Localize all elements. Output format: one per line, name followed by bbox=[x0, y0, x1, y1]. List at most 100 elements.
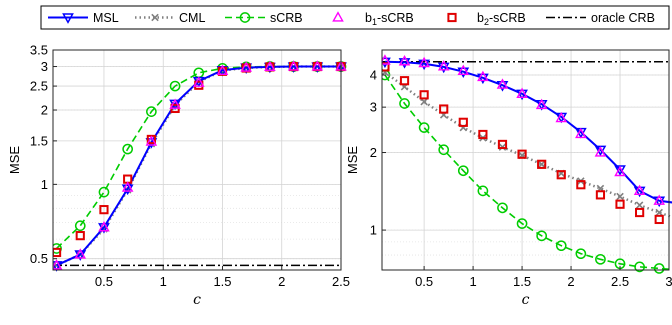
data-point bbox=[496, 81, 509, 92]
data-point bbox=[477, 73, 489, 85]
data-point bbox=[496, 78, 509, 89]
y-tick-label: 2.5 bbox=[30, 79, 48, 94]
data-point bbox=[122, 143, 134, 155]
legend-label: CML bbox=[179, 11, 205, 25]
data-point bbox=[633, 184, 646, 196]
data-point bbox=[556, 170, 566, 180]
data-point bbox=[458, 117, 468, 127]
series-b-scrb bbox=[382, 62, 664, 225]
data-point bbox=[478, 129, 488, 140]
data-point bbox=[145, 135, 158, 146]
data-point bbox=[595, 190, 606, 200]
x-tick-label: 1.5 bbox=[213, 274, 231, 289]
legend-item: b2-sCRB bbox=[447, 11, 526, 27]
data-point bbox=[653, 263, 665, 274]
axes-frame bbox=[381, 49, 670, 271]
data-point bbox=[382, 62, 390, 72]
data-point bbox=[216, 64, 229, 76]
data-point bbox=[169, 98, 181, 109]
legend-label: MSL bbox=[93, 11, 119, 25]
data-point bbox=[74, 248, 87, 259]
data-point bbox=[399, 76, 410, 86]
legend-item: sCRB bbox=[225, 11, 303, 25]
data-point bbox=[497, 202, 508, 214]
y-axis-label: MSE bbox=[7, 146, 22, 175]
data-point bbox=[437, 62, 450, 74]
data-point bbox=[74, 220, 86, 232]
data-point bbox=[382, 54, 391, 65]
x-axis-label: c bbox=[193, 292, 201, 308]
legend-item: CML bbox=[135, 11, 205, 25]
y-tick-label: 3 bbox=[41, 59, 48, 74]
data-point bbox=[264, 60, 276, 72]
legend-label: oracle CRB bbox=[591, 11, 655, 25]
legend-marker bbox=[447, 12, 457, 23]
data-point bbox=[418, 56, 430, 68]
data-point bbox=[121, 184, 134, 196]
chart-right: 0.5 1 1.5 2 2.5 3 1 2 3 4 c MSE bbox=[345, 49, 672, 308]
data-point bbox=[537, 159, 547, 169]
data-point bbox=[477, 70, 489, 82]
x-axis-label: c bbox=[522, 292, 530, 308]
y-axis-label: MSE bbox=[345, 146, 360, 175]
data-point bbox=[419, 90, 429, 100]
series-line bbox=[384, 60, 672, 204]
data-point bbox=[615, 199, 625, 209]
data-point bbox=[99, 205, 109, 215]
y-tick-label: 3 bbox=[370, 100, 377, 115]
x-tick-label: 2 bbox=[278, 274, 285, 289]
series-line bbox=[384, 71, 672, 219]
x-tick-label: 1 bbox=[469, 274, 476, 289]
data-point bbox=[516, 218, 528, 229]
chart-left: 0.5 1 1.5 2 2.5 0.5 1 1.5 2 2.5 33.5 c MSE bbox=[7, 43, 350, 309]
data-point bbox=[398, 58, 411, 69]
data-point bbox=[457, 165, 469, 177]
x-tick-label: 1 bbox=[160, 274, 167, 289]
data-point bbox=[616, 192, 624, 201]
data-point bbox=[635, 201, 644, 209]
x-tick-label: 0.5 bbox=[95, 274, 113, 289]
data-point bbox=[614, 165, 626, 177]
data-point bbox=[418, 122, 430, 133]
plot-area bbox=[382, 50, 669, 270]
data-point bbox=[595, 253, 606, 265]
x-tick-label: 2 bbox=[567, 274, 574, 289]
x-tick-label: 2.5 bbox=[332, 274, 350, 289]
y-tick-label: 1 bbox=[41, 177, 48, 192]
y-tick-label: 3.5 bbox=[30, 43, 48, 58]
y-tick-label: 1.5 bbox=[30, 133, 48, 148]
legend-frame bbox=[40, 5, 670, 30]
data-point bbox=[575, 248, 587, 260]
x-tick-label: 0.5 bbox=[415, 274, 433, 289]
data-point bbox=[53, 243, 62, 254]
data-point bbox=[438, 144, 450, 156]
data-point bbox=[146, 106, 157, 117]
data-point bbox=[655, 208, 663, 217]
x-tick-label: 1.5 bbox=[513, 274, 531, 289]
data-point bbox=[653, 194, 665, 205]
legend-label: b1-sCRB bbox=[365, 11, 414, 27]
legend-marker bbox=[151, 13, 159, 22]
data-point bbox=[555, 240, 567, 252]
legend: MSL CML sCRB b1-sCRB b2-sCRB oracle CRB bbox=[40, 5, 670, 30]
data-point bbox=[398, 55, 411, 66]
data-point bbox=[287, 60, 300, 71]
y-tick-label: 2 bbox=[41, 103, 48, 118]
data-point bbox=[457, 64, 470, 75]
legend-item: b1-sCRB bbox=[332, 11, 414, 27]
legend-item: oracle CRB bbox=[546, 11, 655, 25]
data-point bbox=[516, 87, 528, 98]
data-point bbox=[457, 67, 470, 79]
data-point bbox=[169, 80, 181, 92]
data-point bbox=[240, 61, 252, 72]
y-tick-label: 2 bbox=[370, 145, 377, 160]
data-point bbox=[536, 230, 548, 242]
series-layer bbox=[53, 60, 347, 272]
y-tick-label: 0.5 bbox=[30, 251, 48, 266]
data-point bbox=[121, 181, 134, 192]
y-tick-label: 4 bbox=[370, 67, 377, 82]
data-point bbox=[576, 180, 586, 190]
y-tick-label: 1 bbox=[370, 223, 377, 238]
data-point bbox=[497, 139, 508, 150]
data-point bbox=[477, 185, 489, 197]
